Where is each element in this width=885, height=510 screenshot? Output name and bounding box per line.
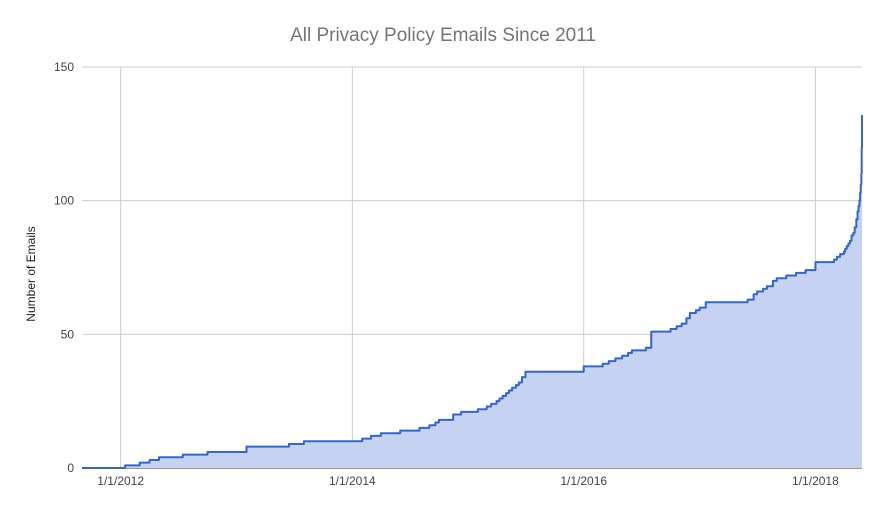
y-tick-label: 150 bbox=[54, 60, 74, 74]
series-area-fill bbox=[82, 115, 862, 469]
y-axis: 0 50 100 150 bbox=[54, 60, 74, 475]
x-axis: 1/1/2012 1/1/2014 1/1/2016 1/1/2018 bbox=[97, 474, 839, 488]
x-tick-label: 1/1/2014 bbox=[329, 474, 376, 488]
area-layer bbox=[82, 115, 863, 469]
x-tick-label: 1/1/2012 bbox=[97, 474, 144, 488]
chart-title: All Privacy Policy Emails Since 2011 bbox=[290, 25, 596, 46]
y-axis-title: Number of Emails bbox=[24, 226, 38, 321]
series-line bbox=[82, 115, 863, 469]
y-tick-label: 0 bbox=[67, 461, 74, 475]
y-tick-label: 100 bbox=[54, 194, 74, 208]
y-tick-label: 50 bbox=[61, 327, 75, 341]
x-tick-label: 1/1/2016 bbox=[560, 474, 607, 488]
x-tick-label: 1/1/2018 bbox=[792, 474, 839, 488]
